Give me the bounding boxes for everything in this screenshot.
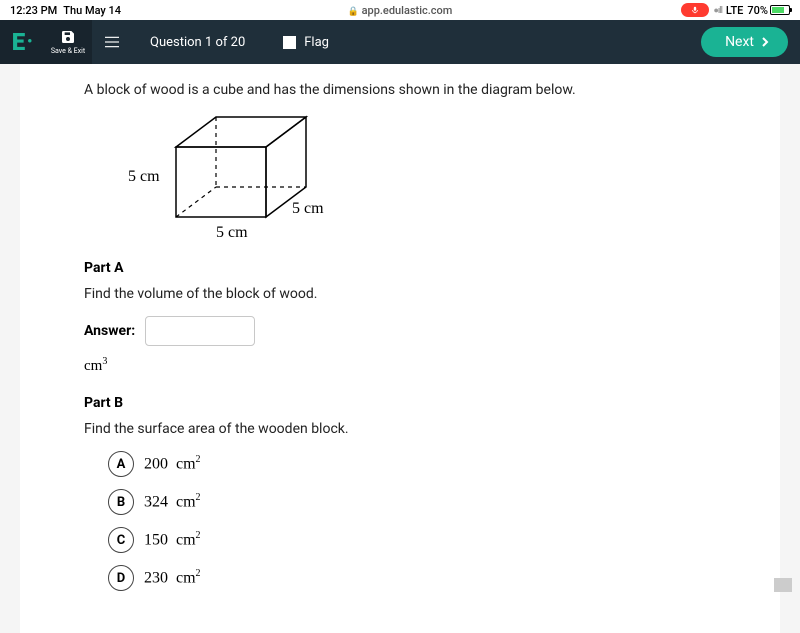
flag-toggle[interactable]: Flag (263, 20, 349, 64)
choice-c[interactable]: C 150 cm2 (108, 527, 716, 553)
chevron-right-icon (760, 37, 770, 47)
choice-list: A 200 cm2 B 324 cm2 C 150 cm2 D 230 cm2 (108, 451, 716, 591)
choice-letter: C (108, 527, 134, 553)
part-b-prompt: Find the surface area of the wooden bloc… (84, 421, 716, 437)
choice-a[interactable]: A 200 cm2 (108, 451, 716, 477)
app-logo: E• (0, 20, 44, 64)
part-a-unit: cm3 (84, 356, 716, 375)
mic-recording-icon (681, 3, 709, 17)
next-button[interactable]: Next (701, 27, 788, 57)
save-icon (60, 29, 76, 45)
question-content: A block of wood is a cube and has the di… (20, 64, 780, 633)
expand-icon[interactable] (774, 578, 792, 592)
choice-text: 200 cm2 (144, 454, 201, 473)
battery-pct: 70% (747, 4, 768, 17)
part-a-prompt: Find the volume of the block of wood. (84, 286, 716, 302)
cube-label-bottom: 5 cm (216, 224, 248, 242)
save-exit-button[interactable]: Save & Exit (44, 20, 92, 64)
battery-indicator: 70% (747, 4, 790, 17)
lte-label: LTE (726, 4, 744, 17)
app-toolbar: E• Save & Exit Question 1 of 20 Flag Nex… (0, 20, 800, 64)
next-label: Next (725, 34, 754, 50)
choice-letter: D (108, 565, 134, 591)
question-counter[interactable]: Question 1 of 20 (132, 20, 263, 64)
choice-text: 230 cm2 (144, 568, 201, 587)
flag-checkbox[interactable] (283, 36, 296, 49)
question-intro: A block of wood is a cube and has the di… (84, 82, 716, 98)
choice-letter: A (108, 451, 134, 477)
choice-text: 324 cm2 (144, 492, 201, 511)
cube-label-right: 5 cm (292, 200, 324, 218)
save-exit-label: Save & Exit (51, 47, 85, 55)
answer-label: Answer: (84, 323, 135, 339)
choice-b[interactable]: B 324 cm2 (108, 489, 716, 515)
part-a-title: Part A (84, 260, 716, 276)
choice-d[interactable]: D 230 cm2 (108, 565, 716, 591)
choice-letter: B (108, 489, 134, 515)
flag-label: Flag (304, 35, 329, 50)
part-a-answer-input[interactable] (145, 316, 255, 346)
status-time: 12:23 PM (10, 4, 57, 17)
status-date: Thu May 14 (63, 4, 121, 17)
status-url: app.edulastic.com (362, 4, 453, 17)
menu-button[interactable] (92, 20, 132, 64)
status-bar: 12:23 PM Thu May 14 🔒 app.edulastic.com … (0, 0, 800, 20)
lock-icon: 🔒 (348, 7, 359, 17)
choice-text: 150 cm2 (144, 530, 201, 549)
cube-label-left: 5 cm (128, 168, 160, 186)
hamburger-icon (105, 35, 119, 49)
cube-diagram: 5 cm 5 cm 5 cm (128, 112, 348, 242)
signal-icon: ●ıll (713, 5, 721, 16)
part-b-title: Part B (84, 395, 716, 411)
